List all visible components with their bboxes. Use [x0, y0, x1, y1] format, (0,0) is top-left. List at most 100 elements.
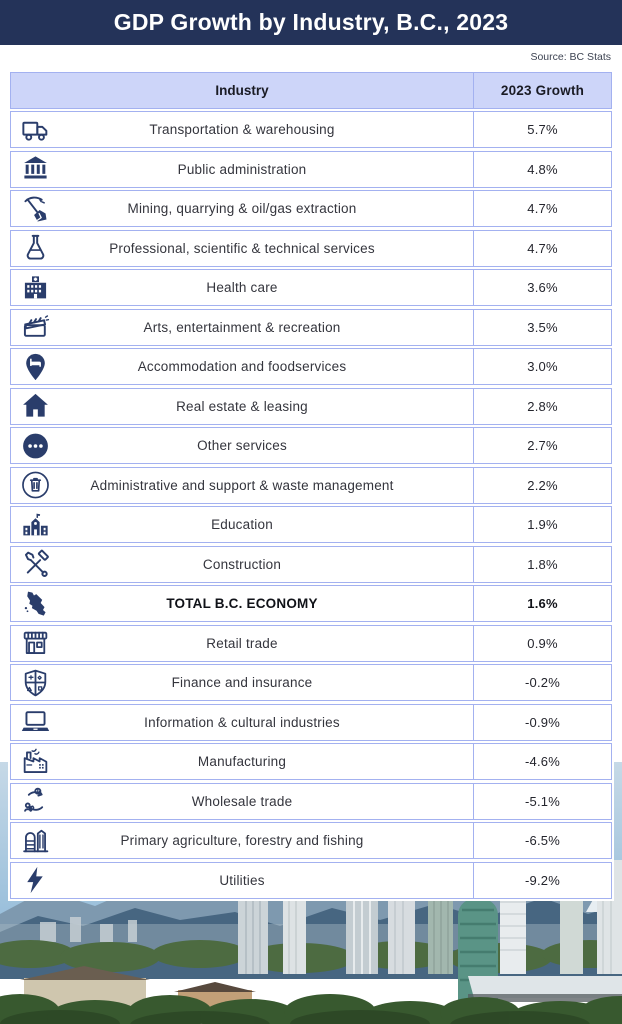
industry-label: Education	[211, 517, 273, 533]
pin-bed-icon	[20, 351, 51, 382]
pickaxe-icon	[20, 193, 51, 224]
growth-value: -4.6%	[473, 744, 611, 780]
industry-cell: Finance and insurance	[11, 665, 473, 700]
industry-label: Retail trade	[206, 635, 278, 651]
factory-icon	[20, 746, 51, 777]
industry-label: Utilities	[219, 872, 265, 888]
hospital-icon	[20, 272, 51, 303]
industry-label: Wholesale trade	[191, 793, 293, 809]
lightning-icon	[20, 865, 51, 896]
growth-value: -0.2%	[473, 665, 611, 701]
industry-label: Accommodation and foodservices	[137, 359, 347, 375]
silo-icon	[20, 825, 51, 856]
industry-label: Construction	[202, 556, 282, 572]
table-row: Public administration 4.8%	[10, 150, 612, 188]
growth-value: 4.7%	[473, 230, 611, 266]
growth-value: 3.5%	[473, 309, 611, 345]
truck-icon	[20, 114, 51, 145]
trash-icon	[20, 470, 51, 501]
industry-cell: Real estate & leasing	[11, 389, 473, 424]
house-icon	[20, 391, 51, 422]
industry-cell: Health care	[11, 270, 473, 305]
industry-label: Manufacturing	[197, 754, 287, 770]
growth-value: 4.7%	[473, 191, 611, 227]
industry-cell: Education	[11, 507, 473, 542]
industry-label: Public administration	[177, 161, 307, 177]
industry-cell: Professional, scientific & technical ser…	[11, 231, 473, 266]
storefront-icon	[20, 628, 51, 659]
table-row: TOTAL B.C. ECONOMY 1.6%	[10, 585, 612, 623]
industry-label: Other services	[197, 438, 287, 454]
table-row: Transportation & warehousing 5.7%	[10, 111, 612, 149]
industry-label: Administrative and support & waste manag…	[90, 477, 394, 493]
title-bar: GDP Growth by Industry, B.C., 2023	[0, 0, 622, 45]
growth-value: 3.6%	[473, 270, 611, 306]
growth-value: 0.9%	[473, 625, 611, 661]
industry-cell: TOTAL B.C. ECONOMY	[11, 586, 473, 621]
industry-label: Real estate & leasing	[176, 398, 308, 414]
industry-label: Primary agriculture, forestry and fishin…	[120, 833, 364, 849]
industry-label: Mining, quarrying & oil/gas extraction	[127, 201, 357, 217]
table-row: Finance and insurance -0.2%	[10, 664, 612, 702]
laptop-icon	[20, 707, 51, 738]
industry-label: Health care	[206, 280, 278, 296]
bc-map-icon	[20, 588, 51, 619]
table-header-row: Industry 2023 Growth	[10, 72, 612, 109]
table-row: Manufacturing -4.6%	[10, 743, 612, 781]
industry-cell: Administrative and support & waste manag…	[11, 468, 473, 503]
growth-value: 5.7%	[473, 112, 611, 148]
industry-label: Transportation & warehousing	[149, 122, 335, 138]
table-row: Professional, scientific & technical ser…	[10, 229, 612, 267]
flask-icon	[20, 233, 51, 264]
table-row: Wholesale trade -5.1%	[10, 782, 612, 820]
industry-cell: Primary agriculture, forestry and fishin…	[11, 823, 473, 858]
industry-cell: Manufacturing	[11, 744, 473, 779]
table-row: Administrative and support & waste manag…	[10, 466, 612, 504]
table-row: Construction 1.8%	[10, 545, 612, 583]
growth-value: 1.9%	[473, 507, 611, 543]
industry-cell: Utilities	[11, 863, 473, 898]
table-row: Information & cultural industries -0.9%	[10, 703, 612, 741]
table-body: Transportation & warehousing 5.7% Public a…	[10, 111, 612, 899]
table-row: Arts, entertainment & recreation 3.5%	[10, 308, 612, 346]
source-note: Source: BC Stats	[530, 51, 611, 63]
industry-label: TOTAL B.C. ECONOMY	[166, 596, 318, 612]
clapperboard-icon	[20, 312, 51, 343]
industry-cell: Construction	[11, 547, 473, 582]
growth-value: 2.2%	[473, 467, 611, 503]
industry-cell: Other services	[11, 428, 473, 463]
growth-value: -9.2%	[473, 862, 611, 898]
growth-value: -5.1%	[473, 783, 611, 819]
industry-cell: Transportation & warehousing	[11, 112, 473, 147]
ellipsis-icon	[20, 430, 51, 461]
industry-cell: Mining, quarrying & oil/gas extraction	[11, 191, 473, 226]
table-row: Real estate & leasing 2.8%	[10, 387, 612, 425]
growth-value: 1.6%	[473, 586, 611, 622]
table-row: Other services 2.7%	[10, 427, 612, 465]
table-row: Accommodation and foodservices 3.0%	[10, 348, 612, 386]
shield-icon	[20, 667, 51, 698]
table-row: Retail trade 0.9%	[10, 624, 612, 662]
table-row: Primary agriculture, forestry and fishin…	[10, 822, 612, 860]
industry-label: Professional, scientific & technical ser…	[109, 240, 375, 256]
bank-icon	[20, 154, 51, 185]
exchange-icon	[20, 786, 51, 817]
tools-icon	[20, 549, 51, 580]
growth-value: -0.9%	[473, 704, 611, 740]
growth-value: 3.0%	[473, 349, 611, 385]
growth-value: 1.8%	[473, 546, 611, 582]
industry-label: Arts, entertainment & recreation	[143, 319, 341, 335]
school-icon	[20, 509, 51, 540]
industry-cell: Arts, entertainment & recreation	[11, 310, 473, 345]
industry-cell: Accommodation and foodservices	[11, 349, 473, 384]
industry-cell: Wholesale trade	[11, 784, 473, 819]
table-row: Education 1.9%	[10, 506, 612, 544]
industry-cell: Retail trade	[11, 626, 473, 661]
page-title: GDP Growth by Industry, B.C., 2023	[113, 9, 509, 35]
growth-value: 2.7%	[473, 428, 611, 464]
industry-cell: Public administration	[11, 152, 473, 187]
growth-column-header: 2023 Growth	[473, 73, 611, 108]
table-row: Mining, quarrying & oil/gas extraction 4.…	[10, 190, 612, 228]
growth-value: 4.8%	[473, 151, 611, 187]
industry-column-header: Industry	[215, 82, 269, 98]
